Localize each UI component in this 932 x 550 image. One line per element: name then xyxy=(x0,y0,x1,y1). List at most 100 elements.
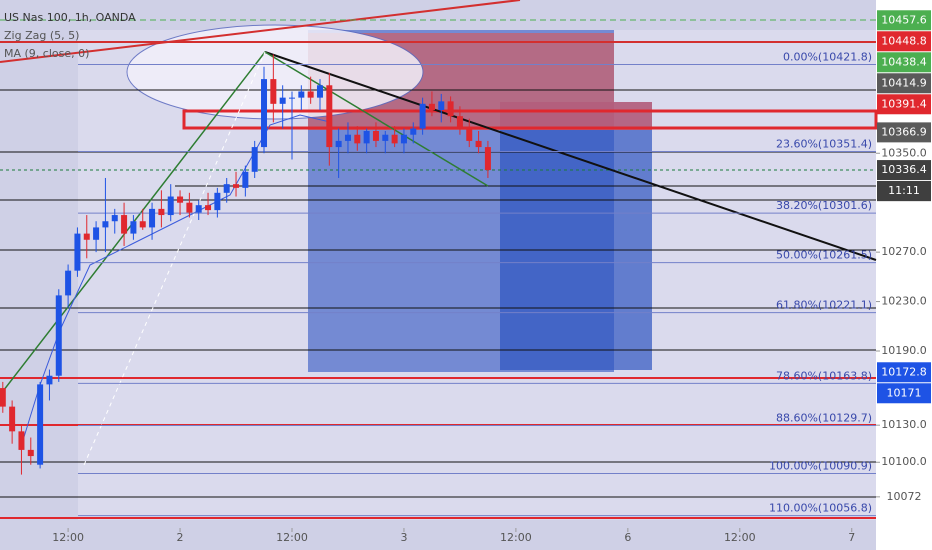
candle-body xyxy=(65,270,72,296)
fib-label: 0.00%(10421.8) xyxy=(783,51,872,64)
candle-body xyxy=(121,215,128,234)
candle-body xyxy=(55,295,62,376)
candle-body xyxy=(130,221,137,234)
price-tag-label: 10391.4 xyxy=(881,97,927,110)
stop-box xyxy=(500,102,652,130)
candle-body xyxy=(223,184,230,193)
candle-body xyxy=(391,134,398,144)
candle-body xyxy=(466,128,473,141)
candle-body xyxy=(139,221,146,228)
candle-body xyxy=(214,192,221,211)
fib-label: 88.60%(10129.7) xyxy=(776,412,872,425)
price-tag xyxy=(877,94,931,115)
x-tick-label: 12:00 xyxy=(276,531,308,544)
price-tag-label: 10172.8 xyxy=(881,365,927,378)
candle-body xyxy=(475,140,482,148)
y-tick-label: 10230.0 xyxy=(881,295,927,308)
candle-body xyxy=(410,128,417,135)
candle-body xyxy=(74,233,81,271)
drawings xyxy=(0,0,878,519)
candle-body xyxy=(372,131,379,141)
header-text: MA (9, close, 0) xyxy=(4,47,89,60)
candle-body xyxy=(261,79,268,148)
candle-body xyxy=(205,205,212,211)
price-tag xyxy=(877,122,931,143)
candle-body xyxy=(149,208,156,228)
candle-body xyxy=(447,101,454,117)
position-box xyxy=(500,102,652,370)
candle-body xyxy=(167,196,174,216)
price-tag-label: 10457.6 xyxy=(881,13,927,26)
candle-body xyxy=(456,116,463,129)
fib-label: 50.00%(10261.5) xyxy=(776,249,872,262)
candle-body xyxy=(102,221,109,228)
candle-body xyxy=(428,103,435,110)
candle-body xyxy=(354,134,361,144)
price-tag-label: 10438.4 xyxy=(881,55,927,68)
header-text: Zig Zag (5, 5) xyxy=(4,29,79,42)
candle-body xyxy=(186,202,193,213)
price-tag xyxy=(877,10,931,31)
fib-label: 23.60%(10351.4) xyxy=(776,138,872,151)
fib-trend xyxy=(83,51,266,466)
candle-body xyxy=(289,97,295,99)
price-tag xyxy=(877,73,931,94)
candle-body xyxy=(270,79,277,104)
candle-body xyxy=(0,388,6,407)
price-tag xyxy=(877,160,931,181)
price-tag xyxy=(877,31,931,52)
x-tick-label: 12:00 xyxy=(500,531,532,544)
fib-label: 61.80%(10221.1) xyxy=(776,299,872,312)
ellipse xyxy=(126,24,424,120)
candle-body xyxy=(251,147,258,172)
candle-body xyxy=(158,208,165,216)
candle-body xyxy=(438,101,445,110)
candle-body xyxy=(316,85,323,98)
price-tag xyxy=(877,383,931,404)
y-tick-label: 10130.0 xyxy=(881,418,927,431)
candle-body xyxy=(335,140,342,148)
candle-body xyxy=(307,91,314,98)
x-tick-label: 3 xyxy=(400,531,407,544)
x-tick-label: 6 xyxy=(624,531,631,544)
candle-body xyxy=(111,215,118,222)
candle-body xyxy=(484,147,491,171)
candle-body xyxy=(298,91,305,98)
y-tick-label: 10100.0 xyxy=(881,455,927,468)
countdown: 11:11 xyxy=(888,184,920,197)
candle-body xyxy=(363,131,370,144)
candle-body xyxy=(400,134,407,144)
candle-body xyxy=(279,97,286,104)
candle-body xyxy=(326,85,333,148)
price-tag xyxy=(877,362,931,383)
candle-body xyxy=(37,384,44,465)
y-tick-label: 10190.0 xyxy=(881,344,927,357)
y-tick-label: 10072 xyxy=(887,490,922,503)
x-tick-label: 12:00 xyxy=(52,531,84,544)
countdown-box xyxy=(877,181,931,202)
x-tick-label: 12:00 xyxy=(724,531,756,544)
candle-body xyxy=(46,375,53,385)
x-tick-label: 7 xyxy=(848,531,855,544)
fib-label: 110.00%(10056.8) xyxy=(769,502,872,515)
price-tag-label: 10448.8 xyxy=(881,34,927,47)
zone-box xyxy=(182,109,878,130)
candle-body xyxy=(344,134,351,141)
header-text: US Nas 100, 1h, OANDA xyxy=(4,11,136,24)
candle-body xyxy=(83,233,90,240)
candle-body xyxy=(382,134,389,141)
price-tag-label: 10414.9 xyxy=(881,76,927,89)
x-tick-label: 2 xyxy=(177,531,184,544)
candle-body xyxy=(27,449,34,457)
trend-line xyxy=(0,0,521,63)
candle-body xyxy=(195,205,202,213)
fib-label: 100.00%(10090.9) xyxy=(769,459,872,472)
y-tick-label: 10350.0 xyxy=(881,146,927,159)
trend-line xyxy=(264,51,877,261)
price-tag-label: 10336.4 xyxy=(881,163,927,176)
price-tag-label: 10171 xyxy=(887,386,922,399)
fib-label: 78.60%(10163.8) xyxy=(776,369,872,382)
candle-body xyxy=(9,406,16,432)
candle-body xyxy=(242,171,249,188)
